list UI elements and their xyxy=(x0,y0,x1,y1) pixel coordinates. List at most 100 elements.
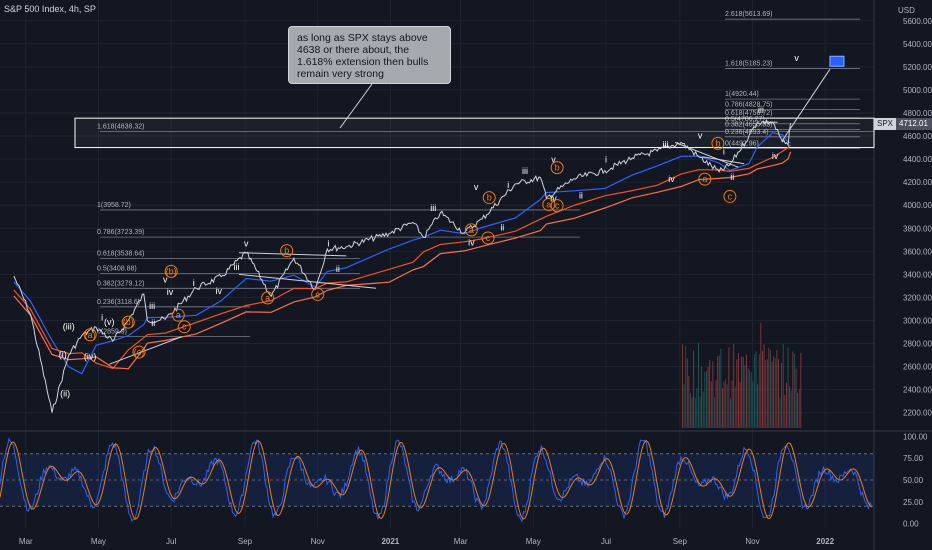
wave-label: (ii) xyxy=(60,389,70,399)
stoch-tick-label: 0.00 xyxy=(903,520,919,529)
wave-circle xyxy=(171,308,185,322)
volume-bar xyxy=(722,388,723,428)
price-tick-label: 5600.00 xyxy=(903,17,932,26)
volume-bar xyxy=(733,343,735,428)
fib-label: 0(2859.9) xyxy=(97,329,127,336)
volume-bar xyxy=(709,359,711,428)
time-axis[interactable]: Mar May Jul Sep Nov 2021 Mar May Jul Sep Nov 2022 xyxy=(19,537,835,546)
volume-bar xyxy=(762,350,763,428)
wave-label: (v) xyxy=(104,317,115,327)
fib-label: 1.618(5185.23) xyxy=(725,61,772,68)
ema-slower-line xyxy=(13,151,792,370)
price-series xyxy=(13,118,792,413)
time-tick-label: 2022 xyxy=(816,537,834,546)
wave-label-orange: (b) xyxy=(123,317,134,327)
wave-label: iii xyxy=(430,203,436,213)
volume-bar xyxy=(738,353,739,428)
wave-circle xyxy=(132,345,146,359)
time-tick-label: Jul xyxy=(166,537,176,546)
stoch-tick-label: 75.00 xyxy=(903,454,924,463)
price-axis[interactable]: 2200.00 2400.00 2600.00 2800.00 3000.00 3200.… xyxy=(903,17,932,418)
price-tick-label: 3400.00 xyxy=(903,270,932,279)
volume-bar xyxy=(784,394,786,428)
wave-label-orange: b xyxy=(715,138,720,148)
volume-bar xyxy=(725,379,727,428)
volume-bar xyxy=(742,356,744,428)
volume-bar xyxy=(771,361,773,428)
wave-label-orange: a xyxy=(265,293,270,303)
wave-circle xyxy=(482,191,496,205)
price-tick-label: 3000.00 xyxy=(903,316,932,325)
support-box xyxy=(74,83,875,149)
stoch-d-line xyxy=(0,440,872,520)
wave-label-orange: c xyxy=(486,233,491,243)
volume-bar xyxy=(715,380,717,428)
trend-line xyxy=(239,252,347,257)
fib-label: 0.618(4756.72) xyxy=(725,110,772,117)
wave-label-orange: (b) xyxy=(166,266,177,276)
volume-bar xyxy=(758,354,760,428)
volume-bar xyxy=(739,381,741,428)
wave-label: (iv) xyxy=(84,352,97,362)
volume-bar xyxy=(707,366,709,428)
price-tick-label: 2800.00 xyxy=(903,340,932,349)
wave-label-orange: c xyxy=(728,191,733,201)
volume-bar xyxy=(718,355,720,428)
volume-bar xyxy=(734,386,736,428)
wave-label: i xyxy=(327,239,329,249)
fib-label: 1(3958.72) xyxy=(97,202,131,209)
fib-label: 0.786(3723.39) xyxy=(97,229,144,236)
wave-circle xyxy=(550,199,564,213)
volume-bar xyxy=(792,351,794,428)
volume-bar xyxy=(778,359,779,428)
support-zone-rect xyxy=(74,117,875,149)
volume-bar xyxy=(800,353,802,428)
time-tick-label: Jul xyxy=(601,537,611,546)
wave-label: i xyxy=(605,155,607,165)
time-tick-label: May xyxy=(526,537,541,546)
wave-circle xyxy=(481,231,495,245)
trend-line xyxy=(674,141,739,168)
wave-label-orange: (a) xyxy=(85,330,96,340)
wave-circle xyxy=(83,328,97,342)
fib-label: 1(4920.44) xyxy=(725,91,759,98)
moving-averages xyxy=(13,132,792,375)
volume-bar xyxy=(694,397,696,428)
wave-label: v xyxy=(551,155,556,165)
volume-bar xyxy=(768,347,770,428)
wave-circle xyxy=(711,136,725,150)
wave-label-orange: b xyxy=(487,193,492,203)
volume-bar xyxy=(760,322,762,428)
volume-bar xyxy=(682,344,683,428)
volume-bar xyxy=(774,358,776,428)
time-tick-label: Mar xyxy=(19,537,33,546)
volume-bar xyxy=(744,365,746,428)
wave-label-orange: c xyxy=(182,322,187,332)
price-line xyxy=(13,118,792,413)
wave-circle xyxy=(311,287,325,301)
note-callout[interactable]: as long as SPX stays above 4638 or there… xyxy=(288,26,451,84)
volume-bar xyxy=(781,362,783,428)
wave-label: iii xyxy=(758,105,764,115)
wave-circle xyxy=(698,172,712,186)
volume-bar xyxy=(749,369,751,428)
trend-lines xyxy=(109,55,845,365)
volume-bar xyxy=(752,381,754,428)
volume-bar xyxy=(704,371,706,428)
volume-bar xyxy=(754,354,755,428)
time-tick-label: May xyxy=(91,537,106,546)
volume-bar xyxy=(693,350,695,428)
volume-bar xyxy=(798,389,800,428)
volume-bars xyxy=(682,322,802,428)
note-pointer xyxy=(339,83,373,129)
volume-bar xyxy=(750,372,752,428)
chart-title: S&P 500 Index, 4h, SP xyxy=(4,4,96,14)
fib-label: 0.786(4828.75) xyxy=(725,102,772,109)
currency-label: USD xyxy=(898,6,915,15)
wave-label: i xyxy=(101,312,103,322)
wave-label: iv xyxy=(216,286,223,296)
ema-slow-line xyxy=(13,144,792,370)
wave-circle xyxy=(280,244,294,258)
wave-label: v xyxy=(244,239,249,249)
